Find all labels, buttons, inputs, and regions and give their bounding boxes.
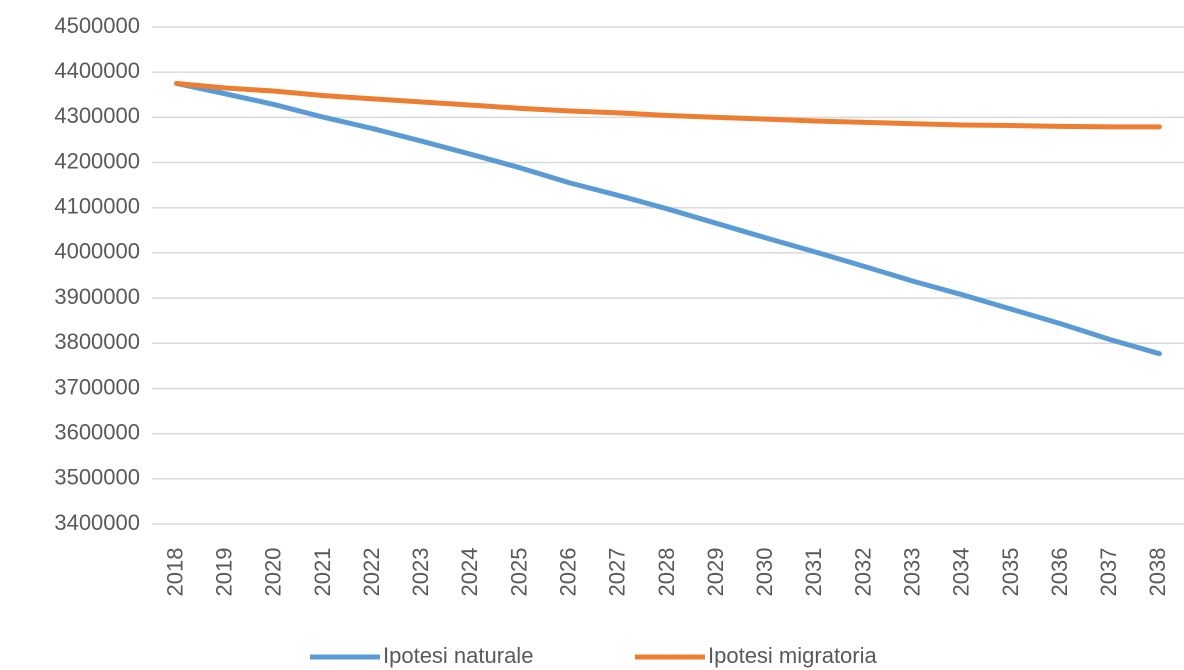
y-tick-label: 4300000 — [54, 103, 140, 128]
x-tick-label: 2021 — [310, 548, 335, 597]
x-tick-label: 2023 — [408, 548, 433, 597]
legend-label: Ipotesi naturale — [383, 643, 533, 668]
y-tick-label: 3900000 — [54, 284, 140, 309]
x-tick-label: 2026 — [556, 548, 581, 597]
series-line — [174, 80, 1162, 130]
x-tick-label: 2024 — [457, 548, 482, 597]
x-tick-label: 2034 — [949, 548, 974, 597]
x-tick-label: 2028 — [654, 548, 679, 597]
x-tick-label: 2018 — [162, 548, 187, 597]
x-tick-label: 2022 — [359, 548, 384, 597]
series-line — [174, 80, 1162, 357]
y-tick-label: 3500000 — [54, 465, 140, 490]
y-tick-label: 4500000 — [54, 13, 140, 38]
y-tick-label: 3800000 — [54, 329, 140, 354]
x-tick-label: 2032 — [850, 548, 875, 597]
x-tick-label: 2030 — [752, 548, 777, 597]
y-tick-label: 3400000 — [54, 510, 140, 535]
x-tick-label: 2036 — [1047, 548, 1072, 597]
x-tick-label: 2020 — [261, 548, 286, 597]
x-tick-label: 2038 — [1145, 548, 1170, 597]
x-tick-label: 2035 — [998, 548, 1023, 597]
y-tick-label: 4000000 — [54, 239, 140, 264]
x-tick-label: 2037 — [1096, 548, 1121, 597]
x-tick-label: 2027 — [605, 548, 630, 597]
y-tick-label: 4200000 — [54, 148, 140, 173]
x-tick-label: 2033 — [900, 548, 925, 597]
y-tick-label: 4400000 — [54, 58, 140, 83]
x-tick-label: 2019 — [212, 548, 237, 597]
x-tick-label: 2025 — [506, 548, 531, 597]
y-tick-label: 3600000 — [54, 419, 140, 444]
legend-label: Ipotesi migratoria — [708, 643, 878, 668]
x-tick-label: 2029 — [703, 548, 728, 597]
y-tick-label: 3700000 — [54, 374, 140, 399]
y-tick-label: 4100000 — [54, 194, 140, 219]
x-tick-label: 2031 — [801, 548, 826, 597]
